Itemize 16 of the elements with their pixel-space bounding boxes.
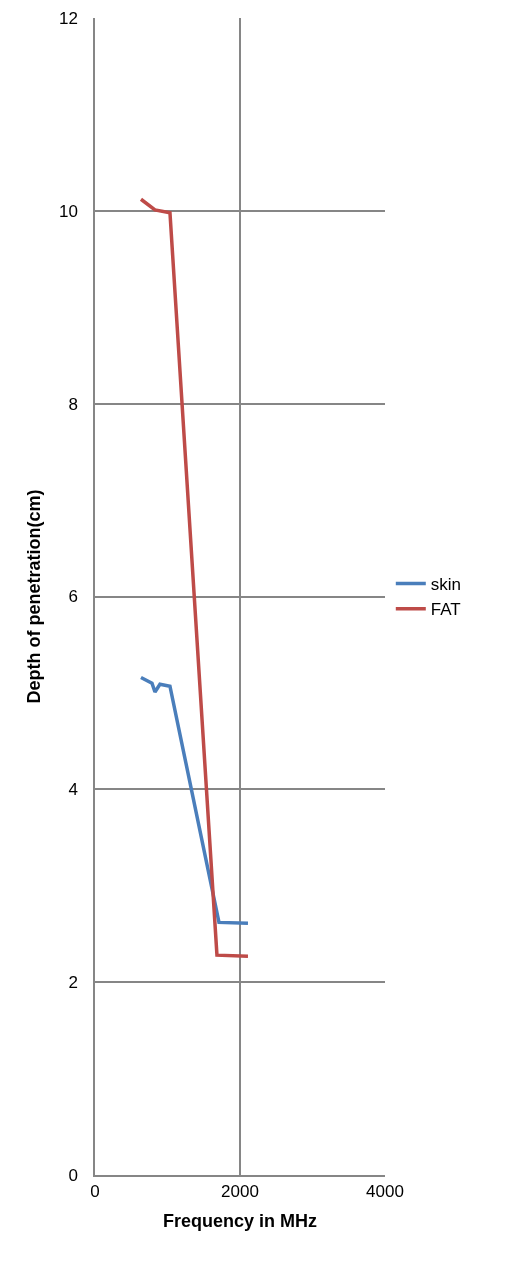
y-tick-label: 8: [68, 394, 78, 414]
y-tick-label: 0: [68, 1165, 78, 1185]
y-tick-label: 12: [58, 8, 78, 28]
x-axis-title: Frequency in MHz: [162, 1210, 318, 1231]
y-tick-label: 10: [58, 201, 78, 221]
y-tick-label: 6: [68, 587, 78, 607]
y-axis-title: Depth of penetration(cm): [23, 489, 44, 704]
line-series: [139, 675, 250, 926]
y-tick-label: 2: [68, 973, 78, 993]
legend-label: skin: [430, 575, 462, 595]
x-tick-label: 2000: [221, 1182, 259, 1202]
y-tick-label: 4: [68, 780, 78, 800]
x-tick-label: 0: [90, 1182, 100, 1202]
x-tick-label: 4000: [366, 1182, 404, 1202]
legend-label: FAT: [430, 600, 461, 620]
line-series: [139, 197, 250, 958]
